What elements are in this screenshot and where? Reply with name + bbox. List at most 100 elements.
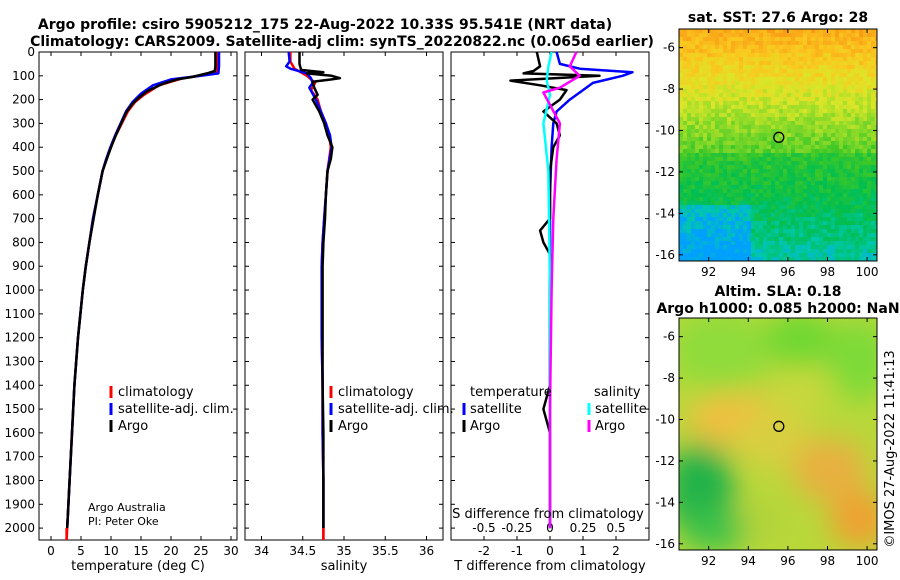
sst-pixel	[843, 213, 847, 217]
sst-pixel	[723, 157, 727, 161]
sla-map-panel: Altim. SLA: 0.18 Argo h1000: 0.085 h2000…	[655, 284, 899, 568]
sst-pixel	[699, 173, 703, 177]
sst-pixel	[807, 33, 811, 37]
sst-pixel	[699, 225, 703, 229]
sst-pixel	[715, 161, 719, 165]
sst-pixel	[755, 181, 759, 185]
sst-pixel	[755, 125, 759, 129]
sst-pixel	[831, 201, 835, 205]
sst-pixel	[707, 141, 711, 145]
sst-pixel	[719, 209, 723, 213]
sst-pixel	[867, 73, 871, 77]
sst-pixel	[711, 117, 715, 121]
sst-pixel	[711, 137, 715, 141]
depth-tick-label: 2000	[4, 521, 35, 535]
sst-pixel	[775, 157, 779, 161]
sst-pixel	[727, 221, 731, 225]
sst-pixel	[867, 133, 871, 137]
sst-pixel	[679, 97, 683, 101]
sst-pixel	[739, 69, 743, 73]
sst-pixel	[867, 173, 871, 177]
sst-pixel	[835, 245, 839, 249]
sst-pixel	[875, 237, 877, 241]
sst-pixel	[747, 165, 751, 169]
sst-pixel	[723, 73, 727, 77]
sst-pixel	[875, 153, 877, 157]
lat-tick-label: -12	[655, 454, 675, 468]
sst-pixel	[839, 145, 843, 149]
sst-pixel	[839, 205, 843, 209]
sst-pixel	[835, 69, 839, 73]
sst-pixel	[807, 45, 811, 49]
sst-pixel	[803, 241, 807, 245]
sst-pixel	[703, 225, 707, 229]
sst-pixel	[847, 253, 851, 257]
sst-pixel	[715, 49, 719, 53]
depth-tick-label: 900	[12, 259, 35, 273]
sst-pixel	[763, 181, 767, 185]
sst-pixel	[767, 37, 771, 41]
sst-pixel	[859, 145, 863, 149]
sst-pixel	[851, 117, 855, 121]
sst-pixel	[779, 165, 783, 169]
sst-pixel	[815, 49, 819, 53]
sst-pixel	[687, 257, 691, 261]
sst-pixel	[807, 109, 811, 113]
sst-pixel	[679, 81, 683, 85]
sst-pixel	[871, 225, 875, 229]
sst-pixel	[695, 161, 699, 165]
sst-pixel	[699, 37, 703, 41]
sst-pixel	[863, 257, 867, 261]
sst-pixel	[739, 157, 743, 161]
sst-pixel	[827, 65, 831, 69]
sst-pixel	[763, 69, 767, 73]
sst-pixel	[687, 169, 691, 173]
salinity-axes-frame	[244, 51, 444, 541]
sst-pixel	[803, 145, 807, 149]
sst-pixel	[855, 89, 859, 93]
sst-pixel	[823, 169, 827, 173]
sst-pixel	[779, 77, 783, 81]
sst-pixel	[867, 241, 871, 245]
sst-pixel	[855, 193, 859, 197]
sst-pixel	[871, 85, 875, 89]
sst-pixel	[871, 193, 875, 197]
sst-pixel	[747, 37, 751, 41]
sst-pixel	[771, 29, 775, 33]
sst-pixel	[775, 181, 779, 185]
sst-pixel	[719, 121, 723, 125]
sst-pixel	[763, 29, 767, 33]
sst-pixel	[775, 197, 779, 201]
sst-pixel	[831, 69, 835, 73]
sst-pixel	[683, 49, 687, 53]
sst-pixel	[711, 229, 715, 233]
sst-pixel	[755, 85, 759, 89]
sst-pixel	[799, 89, 803, 93]
sst-pixel	[735, 41, 739, 45]
sst-pixel	[699, 29, 703, 33]
sst-pixel	[779, 209, 783, 213]
sst-pixel	[747, 109, 751, 113]
sst-pixel	[807, 149, 811, 153]
sst-pixel	[763, 49, 767, 53]
sst-pixel	[727, 105, 731, 109]
sst-pixel	[795, 245, 799, 249]
sst-pixel	[723, 49, 727, 53]
sst-pixel	[867, 197, 871, 201]
sst-pixel	[859, 169, 863, 173]
sst-pixel	[787, 113, 791, 117]
sst-pixel	[835, 97, 839, 101]
sst-pixel	[735, 153, 739, 157]
sst-pixel	[779, 205, 783, 209]
sst-pixel	[723, 173, 727, 177]
sst-pixel	[763, 149, 767, 153]
sst-pixel	[751, 153, 755, 157]
sst-pixel	[799, 37, 803, 41]
sst-pixel	[803, 249, 807, 253]
sst-pixel	[751, 101, 755, 105]
sst-pixel	[815, 177, 819, 181]
sst-pixel	[683, 137, 687, 141]
sst-pixel	[771, 181, 775, 185]
sst-pixel	[863, 145, 867, 149]
sst-pixel	[779, 181, 783, 185]
